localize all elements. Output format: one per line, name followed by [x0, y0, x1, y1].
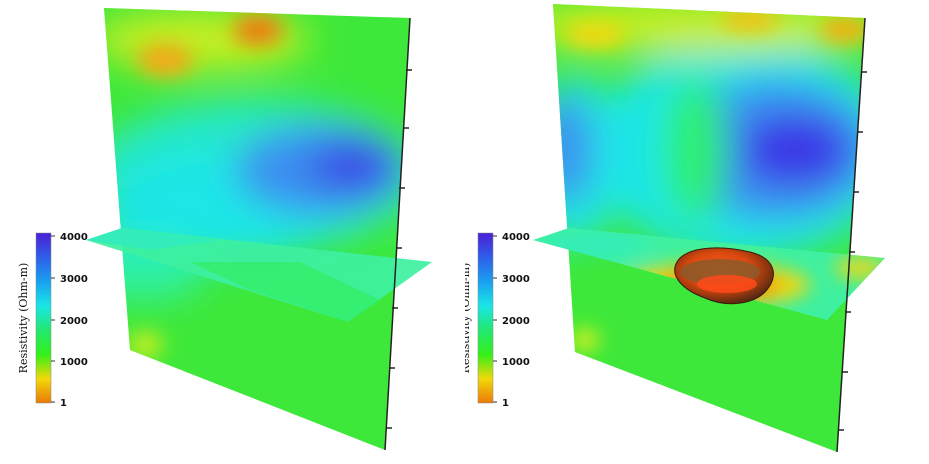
- left-3d-view: 4000 3000 2000 1000 1 Resistivity (Ohm-m…: [17, 8, 432, 451]
- right-3d-view: 4000 3000 2000 1000 1 Resistivity (Ohm-m…: [465, 4, 885, 453]
- cb-tick-2000: 2000: [60, 316, 88, 327]
- colorbar-title: Resistivity (Ohm-m): [17, 263, 30, 374]
- cb-tick-3000: 3000: [502, 274, 530, 285]
- cb-tick-3000: 3000: [60, 274, 88, 285]
- cb-tick-1000: 1000: [502, 357, 530, 368]
- right-vertical-slice: [553, 4, 865, 452]
- left-colorbar: 4000 3000 2000 1000 1 Resistivity (Ohm-m…: [17, 232, 88, 409]
- resistivity-anomaly-body: [674, 247, 774, 305]
- right-colorbar: 4000 3000 2000 1000 1 Resistivity (Ohm-m…: [465, 232, 530, 409]
- left-depth-axis: [384, 17, 412, 451]
- cb-tick-1: 1: [60, 398, 67, 409]
- cb-tick-4000: 4000: [502, 232, 530, 243]
- left-panel: 4000 3000 2000 1000 1 Resistivity (Ohm-m…: [0, 0, 464, 464]
- cb-tick-4000: 4000: [60, 232, 88, 243]
- cb-tick-1: 1: [502, 398, 509, 409]
- right-depth-axis: [836, 17, 867, 453]
- right-panel: 4000 3000 2000 1000 1 Resistivity (Ohm-m…: [465, 0, 929, 464]
- left-horizontal-slice: [86, 228, 432, 322]
- colorbar-title: Resistivity (Ohm-m): [465, 263, 472, 374]
- cb-tick-1000: 1000: [60, 357, 88, 368]
- cb-tick-2000: 2000: [502, 316, 530, 327]
